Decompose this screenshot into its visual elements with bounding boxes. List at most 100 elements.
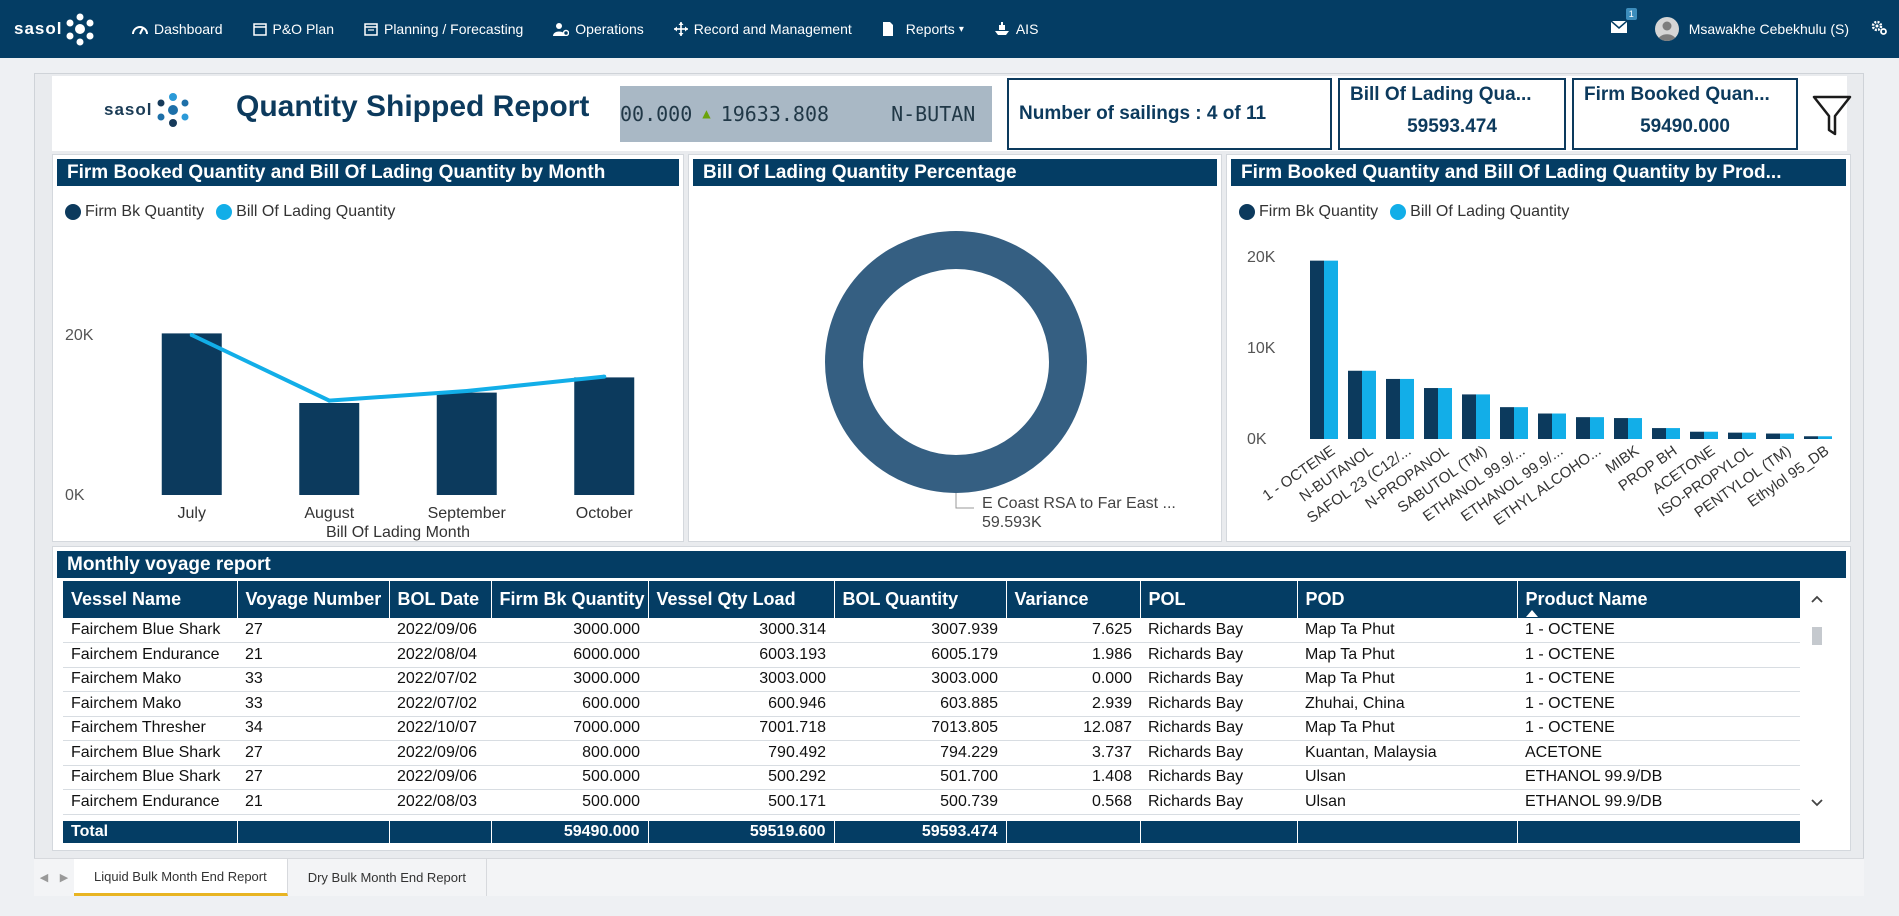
funnel-icon — [1812, 95, 1852, 136]
table-cell: 1.986 — [1006, 642, 1140, 668]
table-cell: 2022/08/03 — [389, 789, 491, 815]
table-row[interactable]: Fairchem Mako 33 2022/07/02 600.000 600.946 6… — [63, 691, 1800, 717]
nav-po-plan[interactable]: P&O Plan — [252, 21, 334, 37]
voyage-table-wrap: Vessel Name Voyage Number BOL Date Firm … — [63, 581, 1801, 843]
y-tick-label: 20K — [1247, 249, 1276, 266]
table-cell: Fairchem Endurance — [63, 642, 237, 668]
table-cell: ACETONE — [1517, 740, 1800, 766]
nav-record-management[interactable]: Record and Management — [673, 21, 852, 37]
col-header-variance[interactable]: Variance — [1006, 581, 1141, 618]
settings-button[interactable] — [1871, 19, 1887, 40]
nav-dashboard[interactable]: Dashboard — [132, 21, 223, 37]
table-row[interactable]: Fairchem Endurance 21 2022/08/04 6000.000 60… — [63, 642, 1800, 668]
bar-bol-quantity — [1552, 413, 1566, 439]
nav-reports-label: Reports — [905, 21, 955, 37]
bol-card-value: 59593.474 — [1407, 116, 1497, 137]
col-header-bol-qty[interactable]: BOL Quantity — [834, 581, 1007, 618]
main-nav: Dashboard P&O Plan Planning / Forecastin… — [132, 21, 1068, 37]
legend-firm-bk[interactable]: Firm Bk Quantity — [65, 203, 204, 221]
legend-bol[interactable]: Bill Of Lading Quantity — [1390, 203, 1569, 221]
nav-reports-dropdown[interactable]: Reports ▾ — [882, 21, 964, 37]
legend-dot — [1239, 204, 1255, 220]
table-cell: Zhuhai, China — [1297, 691, 1517, 717]
legend-firm-bk[interactable]: Firm Bk Quantity — [1239, 203, 1378, 221]
bar-firm-bk — [436, 392, 497, 495]
table-cell: 2022/09/06 — [389, 618, 491, 643]
scroll-down-icon[interactable] — [1805, 793, 1829, 813]
mail-button[interactable]: 1 — [1610, 8, 1637, 38]
legend-firm-bk-label: Firm Bk Quantity — [85, 203, 205, 220]
table-row[interactable]: Fairchem Blue Shark 27 2022/09/06 800.000 79… — [63, 740, 1800, 766]
mail-count-badge: 1 — [1625, 8, 1637, 20]
table-cell: Richards Bay — [1140, 765, 1297, 790]
table-cell: Richards Bay — [1140, 789, 1297, 815]
col-header-vessel[interactable]: Vessel Name — [63, 581, 238, 618]
bar-bol-quantity — [1438, 388, 1452, 439]
nav-planning-forecasting[interactable]: Planning / Forecasting — [364, 21, 523, 37]
table-scrollbar[interactable] — [1805, 581, 1829, 829]
tab-liquid-bulk[interactable]: Liquid Bulk Month End Report — [74, 859, 288, 896]
col-header-voyage[interactable]: Voyage Number — [237, 581, 390, 618]
calendar-edit-icon — [364, 23, 378, 36]
bar-firm-bk — [1804, 436, 1818, 439]
scroll-thumb[interactable] — [1812, 627, 1822, 645]
col-header-product[interactable]: Product Name — [1517, 581, 1801, 618]
month-chart: 20K 0K July August September October Bill Of L… — [65, 327, 635, 541]
legend-bol[interactable]: Bill Of Lading Quantity — [216, 203, 395, 221]
tab-next-icon[interactable]: ▶ — [59, 872, 69, 884]
table-cell: 2022/09/06 — [389, 765, 491, 790]
col-header-bol-date[interactable]: BOL Date — [389, 581, 492, 618]
table-cell: Map Ta Phut — [1297, 618, 1517, 643]
tab-dry-bulk[interactable]: Dry Bulk Month End Report — [288, 859, 487, 896]
legend-bol-label: Bill Of Lading Quantity — [1410, 203, 1570, 220]
table-row[interactable]: Fairchem Mako 33 2022/07/02 3000.000 3003.00… — [63, 667, 1800, 692]
sailings-text: Number of sailings : 4 of 11 — [1019, 103, 1267, 124]
nav-ais-label: AIS — [1015, 21, 1039, 37]
report-canvas: sasol Quantity Shipped Report 00.000 ▲ 1… — [34, 73, 1864, 859]
caret-down-icon: ▾ — [958, 23, 964, 35]
table-row[interactable]: Fairchem Thresher 34 2022/10/07 7000.000 700… — [63, 716, 1800, 741]
month-chart-legend: Firm Bk Quantity Bill Of Lading Quantity — [65, 203, 407, 221]
bar-bol-quantity — [1590, 417, 1604, 439]
file-icon — [882, 22, 893, 36]
firm-booked-card-label: Firm Booked Quan... — [1584, 84, 1770, 105]
bar-bol-quantity — [1704, 431, 1718, 439]
nav-ais[interactable]: AIS — [994, 21, 1039, 37]
filter-button[interactable] — [1812, 94, 1852, 143]
table-row[interactable]: Fairchem Endurance 21 2022/08/03 500.000 500… — [63, 789, 1800, 815]
table-cell: Fairchem Mako — [63, 667, 237, 692]
col-header-pol[interactable]: POL — [1140, 581, 1298, 618]
table-row[interactable]: Fairchem Blue Shark 27 2022/09/06 3000.000 3… — [63, 618, 1800, 643]
table-row[interactable]: Fairchem Blue Shark 27 2022/09/06 500.000 50… — [63, 765, 1800, 790]
table-cell: 7013.805 — [834, 716, 1006, 741]
user-menu[interactable]: Msawakhe Cebekhulu (S) — [1654, 17, 1849, 41]
scroll-up-icon[interactable] — [1805, 589, 1829, 609]
point-bol-quantity — [327, 398, 332, 403]
tab-prev-icon[interactable]: ◀ — [39, 872, 49, 884]
nav-operations-label: Operations — [575, 21, 644, 37]
col-header-vessel-qty[interactable]: Vessel Qty Load — [648, 581, 835, 618]
bar-bol-quantity — [1362, 370, 1376, 439]
total-firm-bk: 59490.000 — [491, 820, 649, 843]
table-cell: 790.492 — [648, 740, 834, 766]
table-cell: 3007.939 — [834, 618, 1006, 643]
nav-right: 1 Msawakhe Cebekhulu (S) — [1610, 0, 1899, 58]
bar-firm-bk — [1386, 378, 1400, 439]
col-header-pod[interactable]: POD — [1297, 581, 1518, 618]
table-cell: 33 — [237, 667, 389, 692]
table-cell: ETHANOL 99.9/DB — [1517, 789, 1800, 815]
table-cell: 600.000 — [491, 691, 648, 717]
brand-logo[interactable]: sasol — [14, 12, 114, 46]
table-cell: 2022/07/02 — [389, 667, 491, 692]
col-header-firm-bk[interactable]: Firm Bk Quantity — [491, 581, 649, 618]
table-cell: Ulsan — [1297, 789, 1517, 815]
table-cell: 21 — [237, 642, 389, 668]
table-header-row: Vessel Name Voyage Number BOL Date Firm … — [63, 581, 1801, 618]
x-tick-label: August — [304, 505, 354, 522]
product-ticker: 00.000 ▲ 19633.808 N-BUTAN — [620, 86, 992, 142]
nav-operations[interactable]: Operations — [553, 21, 644, 37]
product-chart-legend: Firm Bk Quantity Bill Of Lading Quantity — [1239, 203, 1581, 221]
ship-icon — [994, 22, 1009, 35]
table-cell: 2.939 — [1006, 691, 1140, 717]
